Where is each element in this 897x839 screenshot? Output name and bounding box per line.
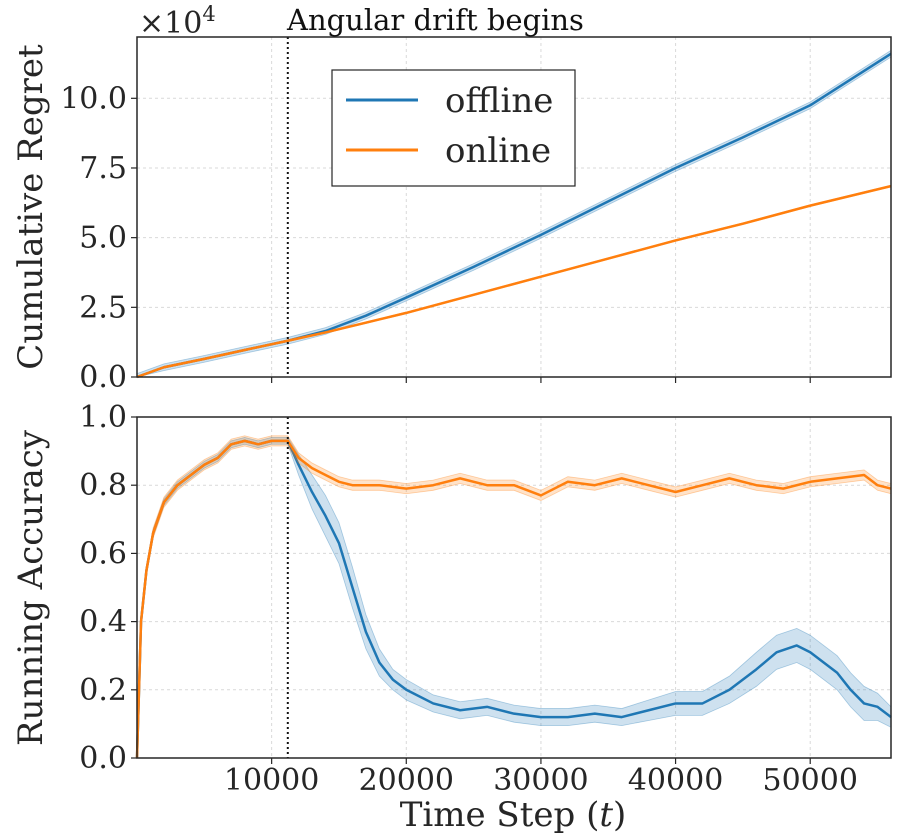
y-tick-label: 2.5 [79, 290, 127, 325]
x-tick-label: 30000 [493, 763, 588, 798]
y-tick-label: 1.0 [79, 400, 127, 435]
y-tick-label: 0.8 [79, 468, 127, 503]
y-tick-label: 0.0 [79, 360, 127, 395]
y-tick-label: 0.4 [79, 605, 127, 640]
bottom-y-axis-title: Running Accuracy [11, 429, 51, 746]
legend: offline online [331, 69, 576, 187]
y-tick-label: 0.0 [79, 741, 127, 776]
y-tick-label: 7.5 [79, 151, 127, 186]
drift-annotation: Angular drift begins [286, 3, 584, 37]
bottom-panel-accuracy: 0.0 0.2 0.4 0.6 0.8 1.0 10000 20000 30000 40000 50… [79, 400, 892, 798]
top-y-scale-label: ×104 [139, 2, 216, 41]
line-online [136, 184, 892, 379]
top-panel-regret: 0.0 2.5 5.0 7.5 10.0 [60, 36, 892, 395]
line-online [135, 439, 892, 759]
legend-box [331, 69, 576, 187]
x-tick-label: 20000 [359, 763, 454, 798]
x-tick-label: 10000 [224, 763, 319, 798]
y-tick-label: 5.0 [79, 221, 127, 256]
y-tick-label: 0.2 [79, 673, 127, 708]
plot-frame [136, 36, 892, 378]
legend-label-offline: offline [445, 81, 553, 121]
y-tick-label: 0.6 [79, 536, 127, 571]
legend-label-online: online [445, 131, 551, 171]
x-tick-label: 50000 [762, 763, 857, 798]
x-tick-label: 40000 [628, 763, 723, 798]
top-y-axis-title: Cumulative Regret [11, 44, 51, 370]
y-tick-label: 10.0 [60, 81, 127, 116]
bottom-x-axis-title: Time Step (t) [400, 795, 627, 835]
plot-frame [136, 416, 892, 759]
